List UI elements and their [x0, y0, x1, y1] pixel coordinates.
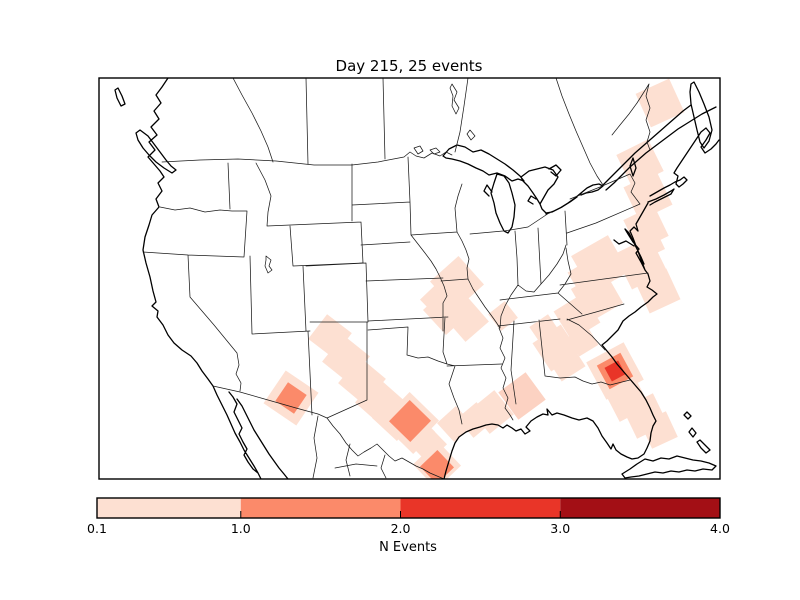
- coastline-gulf-atlantic: [443, 81, 720, 479]
- colorbar-segments: [97, 498, 720, 518]
- heat-cell: [498, 372, 546, 420]
- colorbar-segment: [240, 498, 401, 518]
- map-axes: [98, 77, 721, 480]
- heat-cell: [488, 301, 518, 331]
- heat-cell: [623, 171, 673, 221]
- coastline-pacific-baja: [114, 78, 289, 479]
- colorbar-tick-label: 2.0: [391, 521, 411, 536]
- colorbar-tick-label: 3.0: [550, 521, 570, 536]
- colorbar-tick-labels: 0.1 1.0 2.0 3.0 4.0: [87, 521, 730, 536]
- event-heatmap-layer: [263, 78, 685, 479]
- colorbar-segment: [97, 498, 241, 518]
- heat-cell: [445, 298, 489, 342]
- map-frame: [98, 77, 721, 480]
- map-content: [114, 78, 720, 479]
- colorbar-frame: [96, 497, 721, 519]
- colorbar-axis-label: N Events: [379, 540, 437, 555]
- heat-cell: [529, 314, 561, 346]
- colorbar-tick-label: 1.0: [231, 521, 251, 536]
- cuba-bahamas-islands: [621, 411, 717, 479]
- colorbar-segment: [560, 498, 720, 518]
- us-canada-border: [161, 151, 453, 166]
- heat-cell: [604, 360, 626, 382]
- colorbar-segment: [400, 498, 561, 518]
- plot-title: Day 215, 25 events: [336, 57, 483, 75]
- colorbar-tick-label: 0.1: [87, 521, 107, 536]
- heat-cell: [567, 325, 599, 357]
- heat-cell: [389, 400, 431, 442]
- canada-province-borders: [232, 78, 651, 186]
- colorbar-tick-marks: [240, 511, 561, 518]
- great-lakes: [442, 144, 604, 234]
- heat-cell: [567, 259, 603, 295]
- heat-cell: [546, 342, 586, 382]
- colorbar-tick-label: 4.0: [710, 521, 730, 536]
- us-state-borders: [142, 156, 649, 425]
- mexico-borders: [212, 385, 445, 479]
- heat-cell: [275, 382, 307, 414]
- colorbar: 0.1 1.0 2.0 3.0 4.0 N Events: [87, 497, 730, 555]
